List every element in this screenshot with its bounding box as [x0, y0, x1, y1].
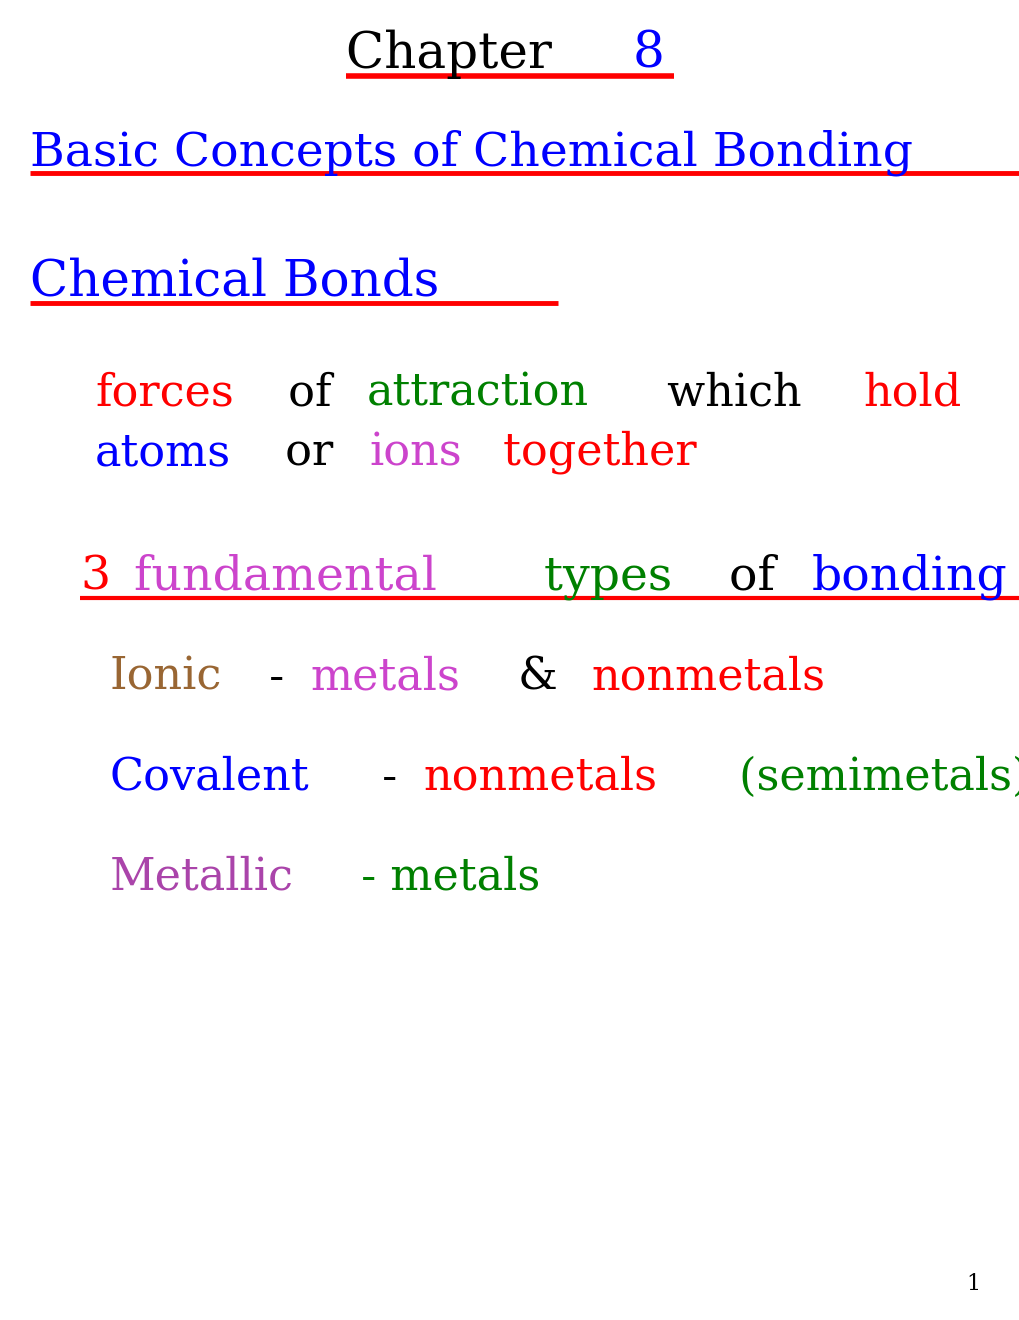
Text: bonding: bonding: [811, 554, 1007, 601]
Text: which: which: [652, 371, 815, 414]
Text: 8: 8: [632, 29, 663, 79]
Text: Chemical Bonds: Chemical Bonds: [30, 256, 439, 306]
Text: forces: forces: [95, 371, 233, 414]
Text: Metallic: Metallic: [110, 855, 293, 899]
Text: types: types: [529, 556, 672, 601]
Text: fundamental: fundamental: [119, 554, 436, 601]
Text: Covalent: Covalent: [110, 756, 310, 799]
Text: - metals: - metals: [346, 855, 540, 899]
Text: -: -: [255, 656, 298, 700]
Text: together: together: [488, 430, 696, 474]
Text: nonmetals: nonmetals: [591, 656, 825, 700]
Text: 1: 1: [965, 1272, 979, 1295]
Text: 3: 3: [79, 554, 110, 601]
Text: Ionic: Ionic: [110, 656, 222, 700]
Text: atoms: atoms: [95, 430, 231, 474]
Text: metals: metals: [311, 656, 461, 700]
Text: Chapter: Chapter: [346, 29, 568, 79]
Text: nonmetals: nonmetals: [423, 756, 657, 799]
Text: -: -: [367, 756, 411, 799]
Text: of: of: [713, 554, 789, 601]
Text: of: of: [274, 371, 345, 414]
Text: attraction: attraction: [366, 371, 588, 414]
Text: Basic Concepts of Chemical Bonding: Basic Concepts of Chemical Bonding: [30, 129, 912, 176]
Text: hold: hold: [862, 371, 960, 414]
Text: &: &: [503, 656, 572, 700]
Text: ions: ions: [369, 430, 462, 474]
Text: or: or: [270, 430, 346, 474]
Text: (semimetals): (semimetals): [725, 756, 1019, 799]
